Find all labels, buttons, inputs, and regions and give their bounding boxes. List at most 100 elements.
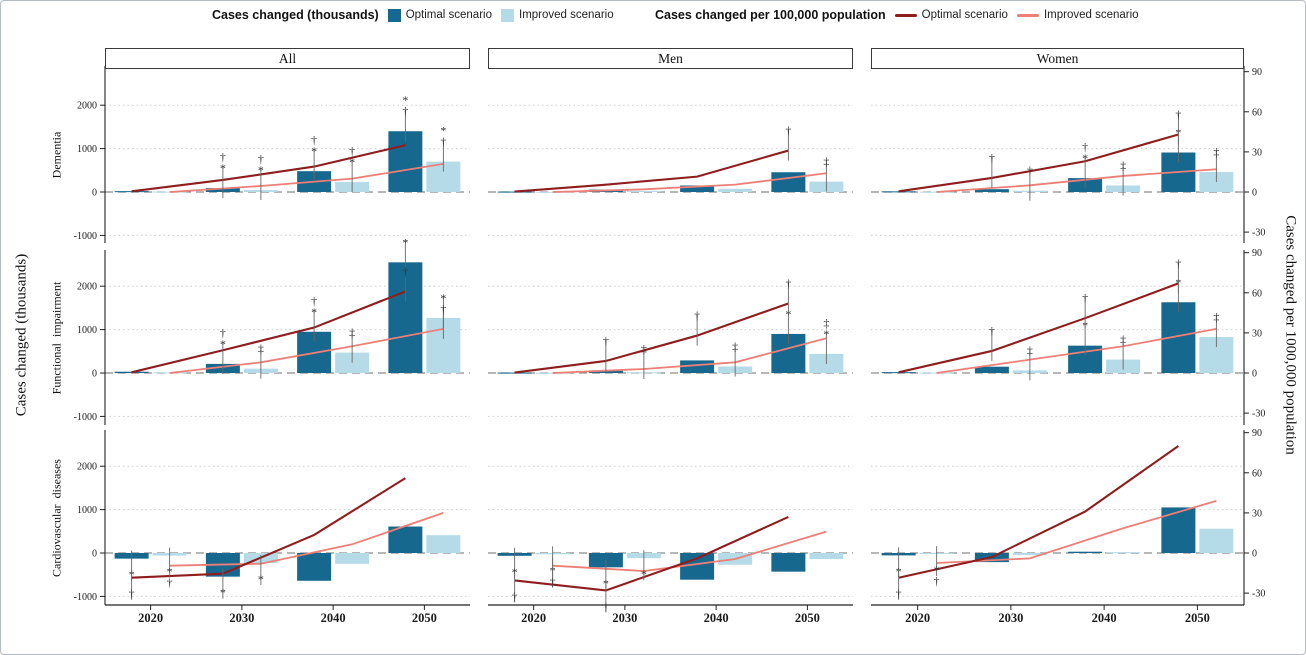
svg-text:*: * (311, 305, 317, 319)
svg-text:60: 60 (1252, 288, 1262, 299)
svg-text:†: † (349, 144, 355, 158)
svg-text:0: 0 (92, 188, 97, 199)
facet-row-label-functional-impairment: Functional impairment (49, 281, 64, 395)
svg-text:‡: ‡ (823, 316, 829, 330)
legend-item-label: Improved scenario (1043, 9, 1139, 21)
svg-text:2050: 2050 (795, 611, 820, 625)
legend-bars-title: Cases changed (thousands) (212, 8, 379, 22)
legend-lines-title: Cases changed per 100,000 population (655, 8, 886, 22)
svg-text:†: † (989, 324, 995, 338)
svg-text:1000: 1000 (77, 144, 97, 155)
left-axis-title: Cases changed (thousands) (13, 253, 30, 417)
legend-item-bar-optimal: Optimal scenario (387, 8, 492, 22)
legend-item-line-improved: Improved scenario (1016, 9, 1139, 21)
svg-text:-1000: -1000 (74, 231, 97, 242)
svg-text:*: * (220, 161, 226, 175)
svg-text:*: * (1082, 151, 1088, 165)
svg-text:60: 60 (1252, 107, 1262, 118)
svg-text:*: * (167, 565, 173, 579)
svg-text:†: † (402, 104, 408, 118)
svg-text:90: 90 (1252, 428, 1262, 439)
facet-row-label-dementia: Dementia (49, 131, 64, 179)
svg-text:*: * (641, 567, 647, 581)
facet-strip-women: Women (871, 48, 1244, 69)
svg-text:†: † (989, 151, 995, 165)
svg-text:†: † (1027, 164, 1033, 178)
svg-text:†: † (440, 135, 446, 149)
svg-text:‡: ‡ (258, 342, 264, 356)
svg-text:‡: ‡ (349, 326, 355, 340)
svg-text:†: † (258, 152, 264, 166)
svg-text:‡: ‡ (1027, 343, 1033, 357)
svg-text:‡: ‡ (1120, 158, 1126, 172)
svg-text:2050: 2050 (1185, 611, 1210, 625)
legend-item-label: Optimal scenario (405, 9, 492, 21)
svg-text:-30: -30 (1252, 409, 1265, 420)
svg-text:2020: 2020 (138, 611, 163, 625)
svg-text:‡: ‡ (641, 342, 647, 356)
svg-text:†: † (603, 599, 609, 613)
right-axis-title: Cases changed per 1000,000 population (1282, 215, 1299, 455)
svg-text:†: † (311, 294, 317, 308)
svg-text:†: † (167, 576, 173, 590)
svg-text:*: * (785, 307, 791, 321)
svg-text:30: 30 (1252, 508, 1262, 519)
legend-item-label: Improved scenario (519, 9, 614, 21)
svg-text:60: 60 (1252, 468, 1262, 479)
svg-text:*: * (258, 163, 264, 177)
legend-item-line-optimal: Optimal scenario (894, 9, 1008, 21)
legend-item-label: Optimal scenario (921, 9, 1008, 21)
svg-text:†: † (934, 574, 940, 588)
svg-text:*: * (402, 93, 408, 107)
svg-text:†: † (694, 309, 700, 323)
svg-text:*: * (934, 563, 940, 577)
svg-text:2030: 2030 (229, 611, 254, 625)
facet-strip-all: All (105, 48, 470, 69)
svg-text:-30: -30 (1252, 228, 1265, 239)
svg-text:2030: 2030 (998, 611, 1023, 625)
svg-text:2020: 2020 (905, 611, 930, 625)
legend-item-bar-improved: Improved scenario (501, 8, 614, 22)
svg-text:0: 0 (92, 549, 97, 560)
facet-strip-men: Men (488, 48, 853, 69)
svg-text:†: † (785, 124, 791, 138)
svg-text:*: * (512, 565, 518, 579)
svg-text:90: 90 (1252, 248, 1262, 259)
svg-text:†: † (402, 264, 408, 278)
svg-text:*: * (258, 572, 264, 586)
line-optimal-swatch-icon (894, 13, 917, 17)
svg-text:‡: ‡ (1213, 310, 1219, 324)
svg-text:2040: 2040 (704, 611, 729, 625)
svg-text:*: * (311, 144, 317, 158)
svg-text:2000: 2000 (77, 462, 97, 473)
legend-bars: Cases changed (thousands) Optimal scenar… (212, 8, 614, 22)
svg-text:†: † (1175, 108, 1181, 122)
svg-text:†: † (896, 587, 902, 601)
svg-text:0: 0 (92, 369, 97, 380)
svg-text:‡: ‡ (1120, 333, 1126, 347)
svg-text:1000: 1000 (77, 325, 97, 336)
svg-text:0: 0 (1252, 188, 1257, 199)
svg-text:†: † (1082, 140, 1088, 154)
bar-optimal-swatch-icon (387, 8, 401, 22)
svg-text:-1000: -1000 (74, 592, 97, 603)
svg-text:2040: 2040 (1092, 611, 1117, 625)
svg-text:90: 90 (1252, 67, 1262, 78)
svg-text:0: 0 (1252, 549, 1257, 560)
svg-text:*: * (823, 327, 829, 341)
svg-text:†: † (550, 575, 556, 589)
svg-text:30: 30 (1252, 328, 1262, 339)
svg-text:*: * (402, 235, 408, 249)
svg-text:†: † (311, 133, 317, 147)
svg-text:*: * (220, 586, 226, 600)
svg-text:-30: -30 (1252, 589, 1265, 600)
svg-text:†: † (785, 276, 791, 290)
svg-text:‡: ‡ (1213, 145, 1219, 159)
svg-text:†: † (512, 589, 518, 603)
svg-text:2040: 2040 (321, 611, 346, 625)
legend-lines: Cases changed per 100,000 population Opt… (655, 8, 1139, 22)
svg-text:‡: ‡ (823, 155, 829, 169)
svg-text:†: † (1175, 256, 1181, 270)
